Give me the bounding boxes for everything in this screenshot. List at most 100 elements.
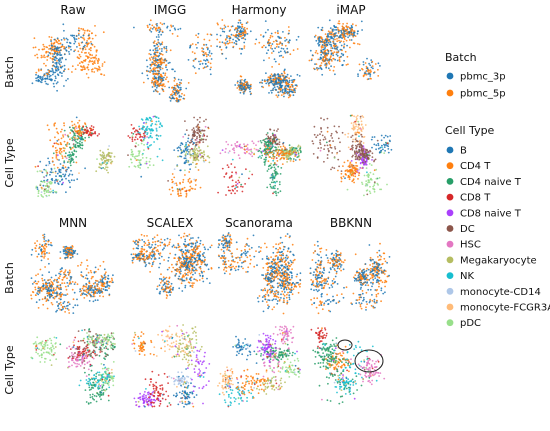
- umap-point: [73, 38, 76, 41]
- umap-point: [228, 39, 231, 42]
- umap-point: [69, 45, 72, 48]
- umap-point: [68, 181, 71, 184]
- umap-point: [327, 30, 330, 33]
- umap-point: [277, 149, 280, 152]
- umap-point: [152, 164, 155, 167]
- umap-point: [278, 183, 281, 186]
- umap-point: [84, 389, 87, 391]
- umap-point: [74, 49, 76, 51]
- umap-point: [75, 125, 77, 128]
- umap-point: [94, 62, 96, 64]
- umap-point: [355, 150, 358, 153]
- umap-point: [383, 146, 386, 149]
- umap-point: [161, 41, 164, 44]
- umap-point: [61, 278, 64, 281]
- umap-point: [194, 166, 197, 169]
- umap-point: [235, 186, 238, 189]
- umap-point: [92, 300, 95, 303]
- umap-point: [343, 32, 346, 35]
- umap-point: [141, 119, 144, 121]
- umap-point: [57, 178, 59, 181]
- umap-point: [193, 178, 196, 181]
- umap-point: [274, 190, 277, 193]
- umap-point: [99, 373, 102, 376]
- umap-point: [311, 54, 314, 57]
- umap-point: [55, 287, 58, 289]
- umap-point: [241, 186, 244, 188]
- umap-point: [47, 191, 50, 194]
- umap-point: [57, 277, 60, 279]
- umap-point: [60, 66, 63, 69]
- umap-point: [59, 169, 62, 171]
- umap-point: [237, 85, 240, 88]
- umap-point: [95, 54, 98, 57]
- umap-point: [241, 30, 244, 32]
- umap-point: [177, 190, 179, 193]
- umap-point: [173, 176, 176, 179]
- umap-point: [166, 25, 169, 28]
- umap-point: [45, 194, 48, 197]
- umap-point: [49, 74, 52, 77]
- umap-point: [278, 37, 281, 39]
- umap-point: [350, 39, 353, 41]
- umap-point: [337, 30, 340, 33]
- umap-point: [54, 56, 57, 59]
- umap-point: [131, 155, 134, 158]
- umap-point: [240, 185, 242, 188]
- umap-point: [257, 156, 260, 159]
- umap-point: [43, 188, 46, 191]
- umap-point: [184, 157, 187, 160]
- umap-point: [98, 281, 100, 284]
- umap-point: [227, 186, 230, 189]
- umap-point: [64, 246, 66, 248]
- umap-point: [373, 72, 375, 74]
- umap-point: [99, 385, 102, 387]
- umap-point: [158, 26, 161, 29]
- umap-point: [273, 58, 276, 61]
- umap-point: [387, 151, 390, 154]
- umap-point: [156, 66, 159, 69]
- umap-point: [192, 143, 194, 146]
- umap-point: [292, 151, 295, 153]
- umap-point: [201, 47, 204, 50]
- umap-point: [362, 63, 365, 66]
- umap-point: [159, 123, 162, 126]
- umap-point: [73, 126, 76, 129]
- umap-point: [37, 289, 40, 292]
- umap-point: [85, 401, 88, 403]
- umap-point: [327, 52, 330, 55]
- umap-point: [71, 364, 73, 367]
- umap-point: [153, 141, 156, 143]
- umap-point: [84, 122, 86, 124]
- umap-point: [335, 28, 338, 31]
- umap-point: [40, 191, 43, 194]
- umap-point: [227, 143, 230, 146]
- umap-point: [78, 125, 81, 128]
- umap-point: [143, 129, 146, 132]
- umap-point: [48, 293, 51, 296]
- umap-point: [354, 172, 356, 175]
- umap-point: [328, 19, 331, 22]
- umap-point: [66, 38, 69, 41]
- umap-point: [41, 274, 44, 276]
- umap-point: [100, 164, 102, 166]
- umap-point: [48, 262, 50, 265]
- umap-point: [106, 282, 108, 285]
- umap-point: [92, 63, 94, 65]
- umap-point: [309, 49, 312, 52]
- umap-point: [81, 68, 84, 71]
- umap-point: [71, 120, 73, 123]
- umap-point: [88, 300, 91, 302]
- umap-point: [77, 64, 79, 66]
- umap-point: [153, 42, 155, 44]
- umap-point: [177, 195, 180, 197]
- umap-point: [135, 142, 138, 145]
- umap-point: [71, 359, 73, 362]
- umap-point: [35, 294, 37, 296]
- umap-point: [354, 175, 357, 178]
- umap-point: [366, 155, 368, 158]
- umap-point: [84, 355, 87, 358]
- umap-point: [290, 88, 293, 91]
- umap-point: [36, 56, 39, 59]
- umap-point: [178, 83, 181, 86]
